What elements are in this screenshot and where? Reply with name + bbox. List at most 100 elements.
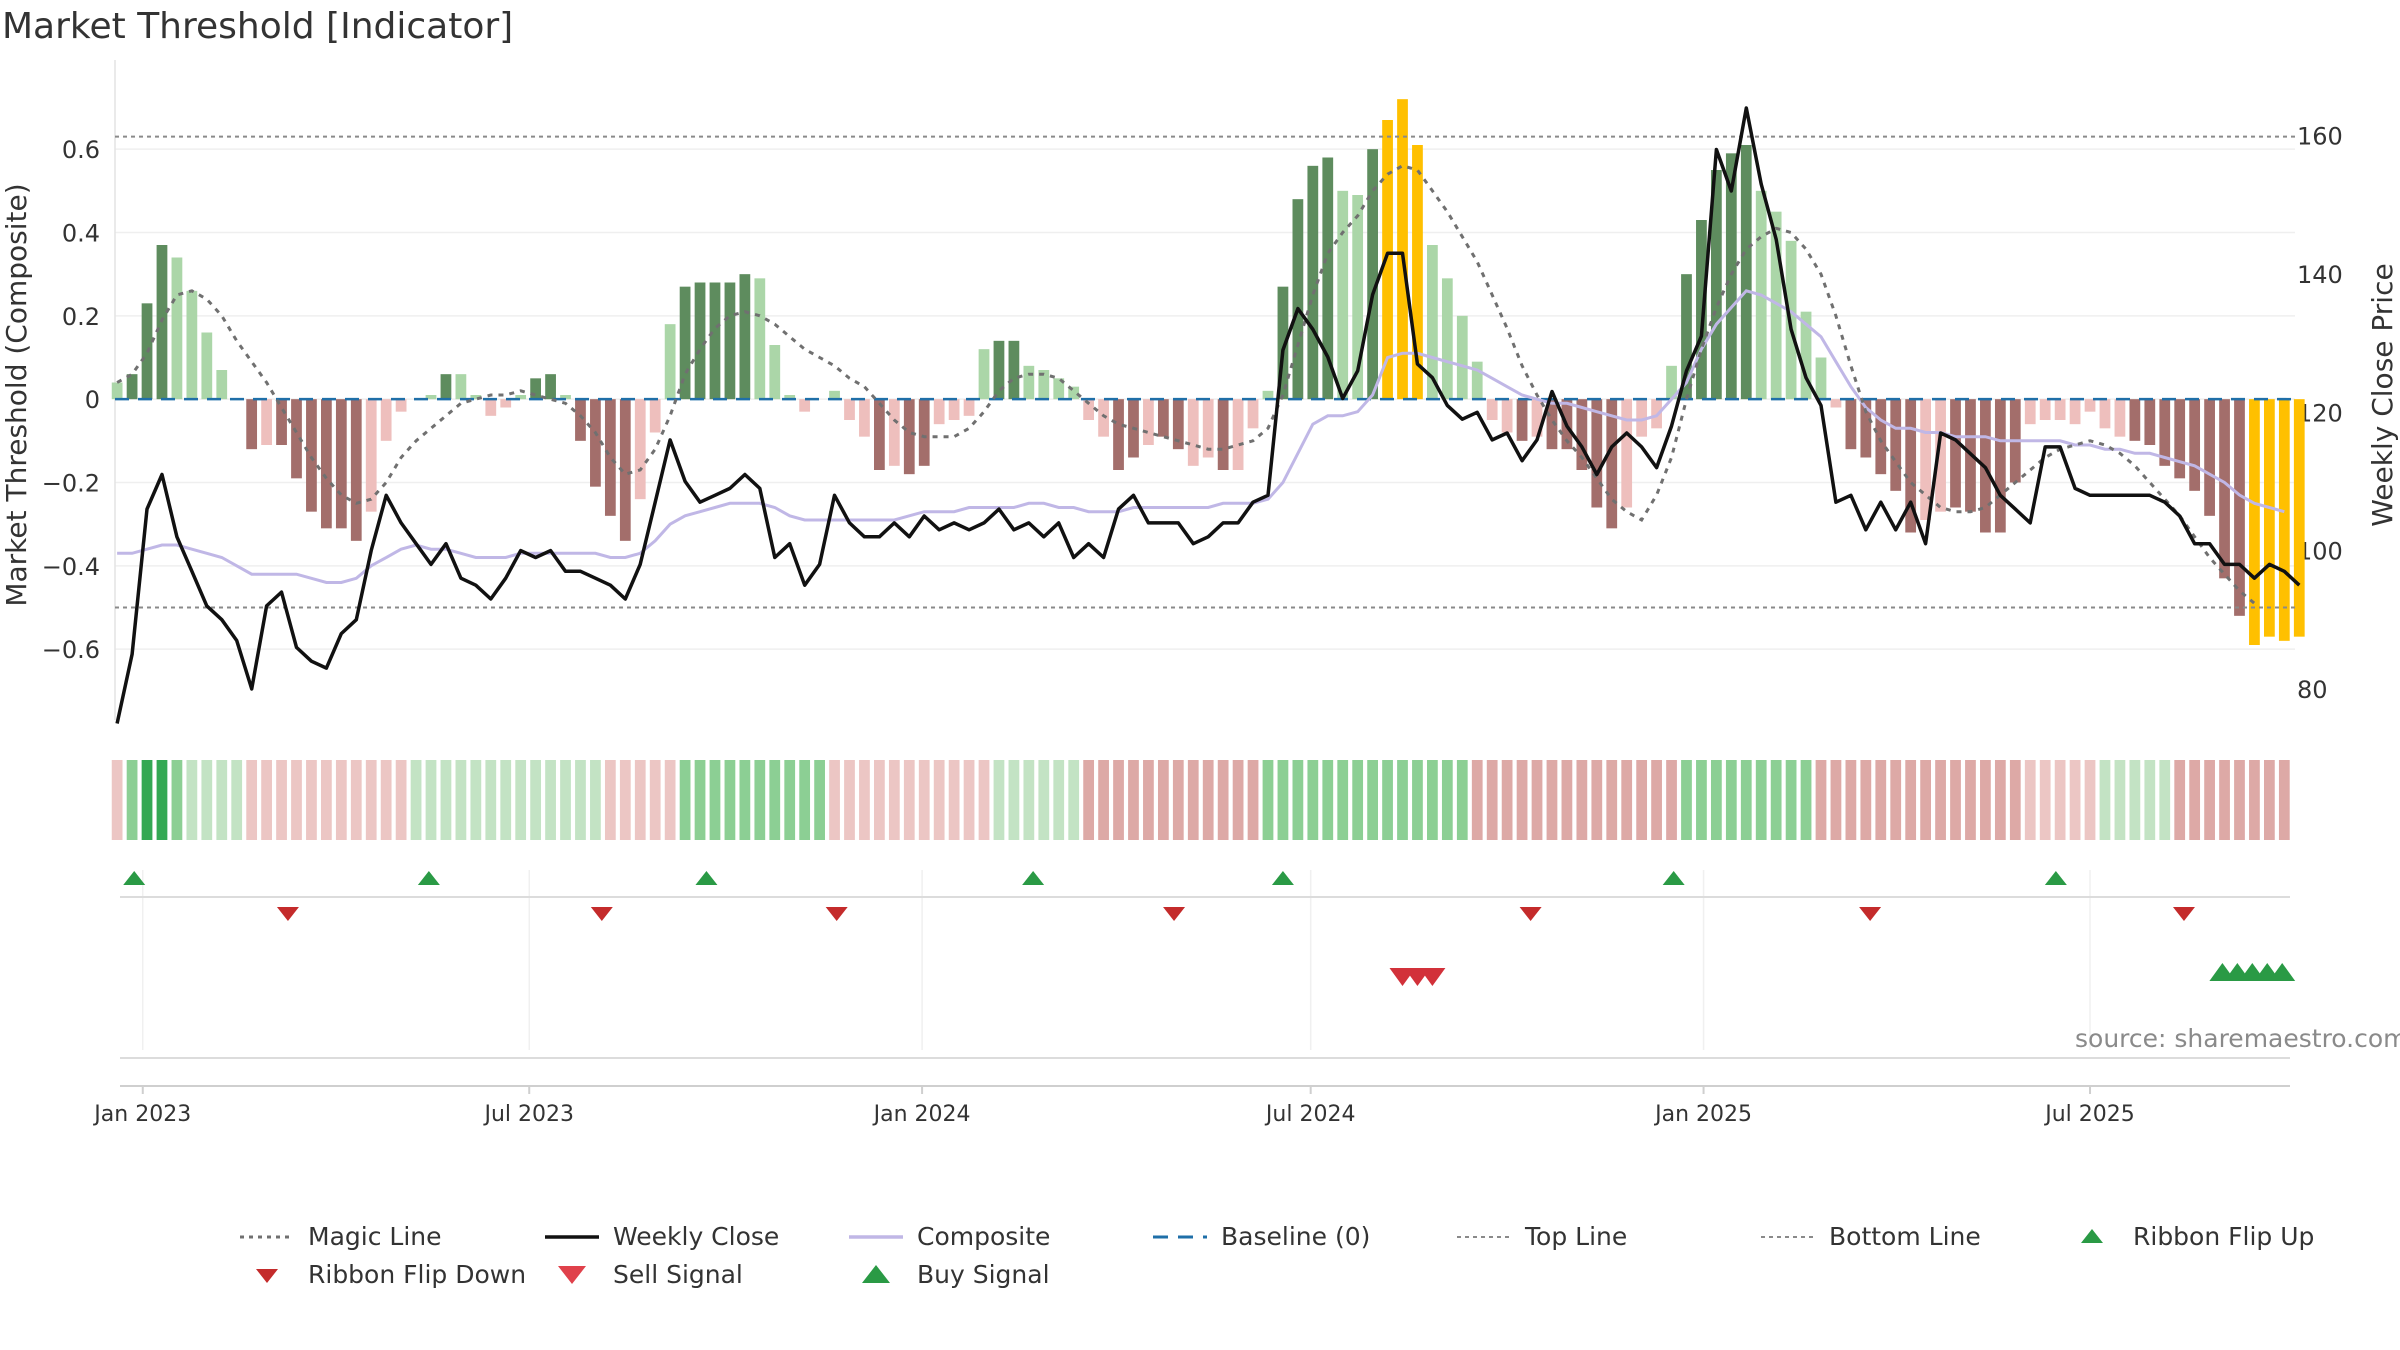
histogram-bar [2069, 399, 2081, 425]
histogram-bar [2234, 399, 2245, 616]
chart-title: Market Threshold [Indicator] [2, 6, 514, 47]
ribbon-cell [1262, 760, 1274, 840]
ribbon-cell [1187, 760, 1199, 840]
histogram-bar [515, 395, 527, 400]
histogram-bar [171, 257, 183, 400]
histogram-bar [365, 399, 377, 512]
histogram-bar [321, 399, 332, 529]
ribbon-flip-down-marker [1859, 907, 1882, 921]
histogram-bar [1800, 311, 1812, 400]
ribbon-cell [978, 760, 990, 840]
histogram-bar [1471, 361, 1483, 400]
histogram-bar [425, 395, 437, 400]
x-tick-label: Jan 2024 [872, 1102, 971, 1127]
ribbon-cell [1247, 760, 1259, 840]
histogram-bar [1098, 399, 1109, 437]
ribbon-cell [306, 760, 317, 840]
ribbon-cell [1202, 760, 1214, 840]
ribbon-cell [1576, 760, 1588, 840]
ribbon-cell [1681, 760, 1692, 840]
histogram-bar [545, 374, 556, 400]
histogram-bar [246, 399, 258, 450]
histogram-bar [2129, 399, 2141, 441]
ribbon-flip-up-marker [123, 871, 146, 885]
ribbon-cell [1008, 760, 1020, 840]
ribbon-cell [2144, 760, 2156, 840]
ribbon-cell [1307, 760, 1319, 840]
ribbon-cell [1770, 760, 1782, 840]
histogram-bar [724, 282, 736, 400]
ribbon-cell [1098, 760, 1109, 840]
histogram-bar [2084, 399, 2096, 412]
histogram-bar [1621, 399, 1633, 508]
ribbon-cell [410, 760, 422, 840]
ribbon-cell [1606, 760, 1618, 840]
histogram-bar [111, 382, 123, 400]
histogram-bar [216, 370, 228, 400]
histogram-bar [1008, 340, 1020, 400]
histogram-bar [261, 399, 272, 445]
ribbon-cell [1292, 760, 1304, 840]
ribbon-cell [1157, 760, 1169, 840]
ribbon-cell [2099, 760, 2111, 840]
histogram-bar [2219, 399, 2230, 579]
histogram-bar [1845, 399, 1857, 450]
ribbon-flip-down-marker [2172, 907, 2195, 921]
histogram-bar [784, 395, 796, 400]
ribbon-cell [844, 760, 855, 840]
ribbon-cell [2039, 760, 2051, 840]
ribbon-cell [575, 760, 586, 840]
ribbon-cell [649, 760, 661, 840]
ribbon-cell [141, 760, 153, 840]
y-axis-title: Market Threshold (Composite) [0, 183, 33, 606]
ribbon-cell [1456, 760, 1468, 840]
histogram-bar [963, 399, 975, 416]
buy-signal-marker [2269, 963, 2296, 981]
ribbon-cell [1023, 760, 1035, 840]
magic-line [116, 164, 2256, 605]
histogram-bar [1531, 399, 1543, 437]
ribbon-cell [126, 760, 138, 840]
ribbon-cell [903, 760, 915, 840]
histogram-bar [485, 399, 497, 416]
histogram-bar [1950, 399, 1961, 508]
ribbon-cell [2114, 760, 2126, 840]
ribbon-cell [186, 760, 198, 840]
ribbon-cell [1113, 760, 1124, 840]
histogram-bar [590, 399, 601, 487]
ribbon-cell [231, 760, 243, 840]
ribbon-cell [201, 760, 213, 840]
ribbon-cell [918, 760, 930, 840]
histogram-bar [1501, 399, 1513, 433]
histogram-bar [1740, 145, 1752, 400]
ribbon-cell [724, 760, 736, 840]
histogram-bar [799, 399, 811, 412]
histogram-bar [1606, 399, 1618, 529]
ribbon-flip-down-marker [1163, 907, 1186, 921]
histogram-bar [948, 399, 960, 420]
histogram-bar [709, 282, 721, 400]
ribbon-cell [963, 760, 975, 840]
weekly-close-line [115, 106, 2301, 724]
histogram-bar [2159, 399, 2171, 466]
ribbon-cell [1053, 760, 1065, 840]
ribbon-cell [1172, 760, 1184, 840]
x-tick-label: Jul 2024 [1264, 1102, 1356, 1127]
histogram-bar [1068, 386, 1080, 400]
sell-signal-marker [1419, 968, 1446, 986]
histogram-bar [769, 345, 781, 400]
ribbon-cell [1217, 760, 1229, 840]
histogram-bar [1576, 399, 1588, 470]
y-tick-label: −0.6 [42, 636, 100, 664]
ribbon-cell [888, 760, 900, 840]
ribbon-cell [2219, 760, 2230, 840]
ribbon-cell [1830, 760, 1842, 840]
y-tick-label: 0.2 [62, 303, 100, 331]
histogram-bar [1143, 399, 1154, 445]
ribbon-cell [1516, 760, 1528, 840]
ribbon-cell [2129, 760, 2141, 840]
ribbon-cell [1232, 760, 1244, 840]
histogram-bar [649, 399, 661, 433]
ribbon-cell [545, 760, 556, 840]
ribbon-cell [350, 760, 362, 840]
